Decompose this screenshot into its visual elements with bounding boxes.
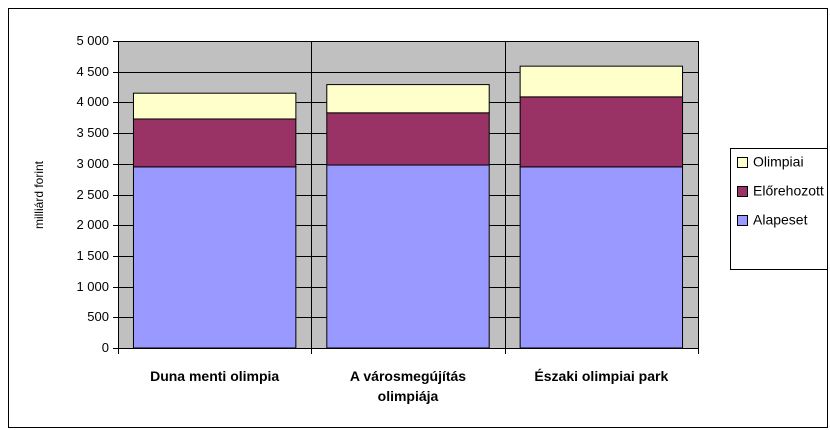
legend-swatch	[737, 157, 748, 168]
y-tick-label: 3 000	[76, 156, 109, 171]
y-tick-label: 1 500	[76, 248, 109, 263]
y-tick-label: 0	[102, 340, 109, 355]
y-tick-label: 500	[87, 309, 109, 324]
legend-label: Olimpiai	[753, 154, 804, 170]
y-tick-label: 5 000	[76, 33, 109, 48]
legend-swatch	[737, 215, 748, 226]
bar-segment	[132, 92, 297, 120]
legend-swatch	[737, 186, 748, 197]
legend-box	[730, 148, 827, 270]
bar-segment	[519, 65, 684, 98]
y-tick-label: 2 000	[76, 217, 109, 232]
bar-segment	[132, 166, 297, 349]
bar-segment	[326, 164, 490, 349]
bar-segment	[326, 84, 490, 114]
y-tick-label: 1 000	[76, 279, 109, 294]
bar-segment	[519, 96, 684, 168]
bar-segment	[132, 118, 297, 168]
y-tick-label: 2 500	[76, 187, 109, 202]
x-tick-label: A városmegújítás olimpiája	[349, 368, 467, 404]
y-tick-label: 4 000	[76, 94, 109, 109]
y-axis-label: milliárd forint	[32, 160, 46, 229]
bar-segment	[326, 112, 490, 166]
x-tick-label: Duna menti olimpia	[150, 368, 280, 384]
y-tick-label: 3 500	[76, 125, 109, 140]
legend: Olimpiai Előrehozott Alapeset	[730, 148, 827, 270]
legend-label: Előrehozott	[753, 183, 824, 199]
bar-segment	[519, 166, 684, 349]
x-tick-label: Északi olimpiai park	[534, 368, 669, 384]
legend-label: Alapeset	[753, 212, 808, 228]
y-tick-label: 4 500	[76, 64, 109, 79]
